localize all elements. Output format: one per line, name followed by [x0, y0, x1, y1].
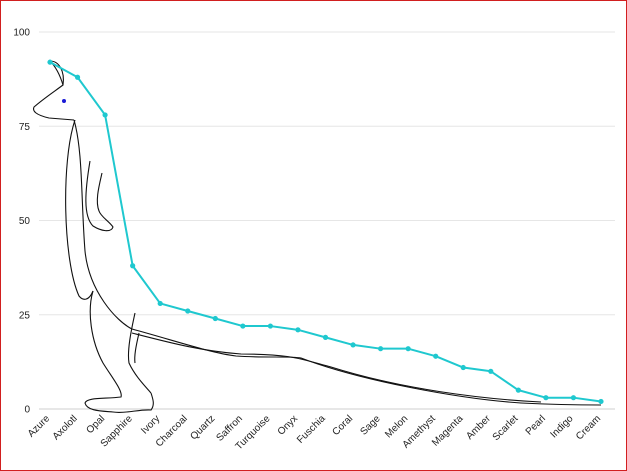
- x-tick-label: Onyx: [276, 413, 300, 437]
- x-tick-label: Pearl: [524, 413, 548, 437]
- x-tick-label: Amber: [464, 413, 493, 442]
- x-tick-label: Quartz: [188, 413, 217, 442]
- data-point: [433, 353, 439, 359]
- data-point: [460, 364, 466, 371]
- x-tick-label: Cream: [574, 413, 603, 442]
- y-tick-label: 25: [19, 310, 31, 321]
- kangaroo-outline: [134, 332, 140, 364]
- data-point: [378, 346, 384, 352]
- kangaroo-outline: [84, 290, 154, 413]
- data-point: [157, 300, 163, 307]
- x-tick-label: Magenta: [430, 413, 466, 449]
- data-point: [598, 398, 604, 405]
- data-point: [47, 59, 53, 65]
- data-point: [130, 263, 136, 269]
- y-axis-ticks: 0 25 50 75 100: [13, 28, 30, 416]
- kangaroo-outline: [85, 160, 114, 232]
- series-group: [47, 59, 604, 405]
- data-point: [570, 395, 577, 401]
- data-point: [102, 112, 108, 118]
- x-tick-label: Axolotl: [51, 413, 80, 442]
- kangaroo-outline: [73, 119, 602, 406]
- data-point: [405, 346, 411, 352]
- data-point: [543, 395, 549, 401]
- y-tick-label: 50: [19, 216, 31, 227]
- data-point: [488, 368, 494, 374]
- kangaroo-eye: [62, 99, 66, 103]
- kangaroo-outline: [65, 119, 94, 300]
- x-tick-label: Indigo: [549, 413, 576, 440]
- data-point: [185, 308, 191, 314]
- y-tick-label: 75: [19, 122, 31, 133]
- x-tick-label: Fuschia: [295, 413, 328, 446]
- data-point: [267, 323, 273, 329]
- x-tick-label: Ivory: [139, 413, 162, 436]
- data-point: [212, 315, 218, 322]
- x-tick-label: Coral: [330, 413, 355, 438]
- kangaroo-outline: [131, 332, 542, 403]
- x-tick-label: Opal: [85, 413, 108, 436]
- kangaroo-outline: [32, 60, 75, 121]
- y-tick-label: 0: [24, 405, 30, 416]
- data-point: [515, 387, 521, 393]
- data-point: [350, 342, 356, 348]
- kangaroo-outline: [127, 312, 152, 394]
- data-point: [74, 74, 81, 80]
- data-point: [322, 334, 329, 340]
- x-tick-label: Scarlet: [491, 413, 521, 443]
- y-tick-label: 100: [13, 28, 30, 39]
- data-point: [295, 327, 301, 333]
- x-tick-label: Sage: [358, 413, 383, 438]
- kangaroo-decoration: [32, 60, 602, 413]
- x-tick-label: Azure: [26, 413, 53, 440]
- data-point: [240, 323, 246, 329]
- series-line: [49, 61, 602, 403]
